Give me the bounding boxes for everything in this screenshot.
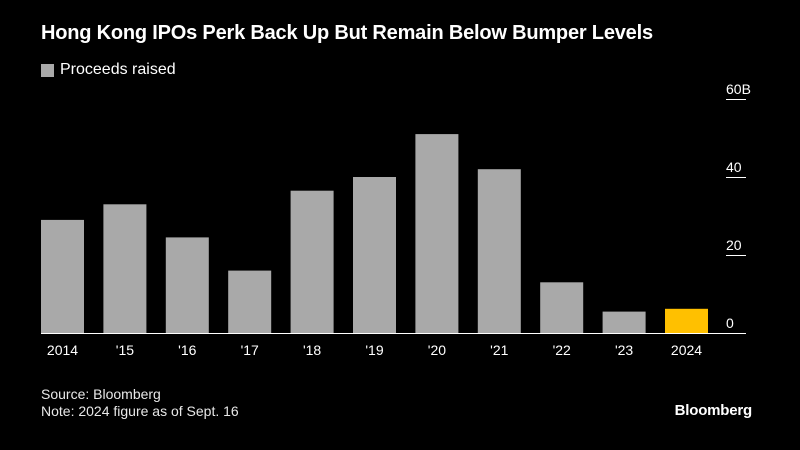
- x-tick-label: '19: [365, 342, 383, 358]
- bar-20: [415, 134, 459, 333]
- y-tick-label: 20: [726, 237, 742, 253]
- bar-16: [165, 237, 209, 333]
- bar-2024: [665, 308, 708, 333]
- bar-18: [290, 190, 334, 333]
- bar-17: [228, 270, 272, 333]
- x-tick-label: 2014: [47, 342, 78, 358]
- bar-23: [602, 311, 646, 333]
- legend: Proceeds raised: [41, 61, 176, 79]
- source-text: Source: Bloomberg: [41, 386, 161, 402]
- y-tick-label: 40: [726, 159, 742, 175]
- bar-15: [103, 204, 147, 333]
- x-tick-label: '23: [615, 342, 633, 358]
- x-tick-label: '20: [428, 342, 446, 358]
- bar-22: [540, 282, 584, 333]
- x-tick-label: '18: [303, 342, 321, 358]
- y-tick-label: 60B: [726, 81, 751, 97]
- bar-21: [477, 169, 521, 333]
- legend-label: Proceeds raised: [60, 61, 176, 78]
- bar-2014: [41, 219, 84, 333]
- x-tick-label: '17: [241, 342, 259, 358]
- legend-swatch: [41, 63, 54, 77]
- bar-19: [353, 177, 396, 333]
- y-tick-label: 0: [726, 315, 734, 331]
- x-tick-label: 2024: [671, 342, 702, 358]
- x-tick-label: '15: [116, 342, 134, 358]
- bloomberg-logo: Bloomberg: [674, 402, 753, 419]
- x-tick-label: '16: [178, 342, 196, 358]
- chart-title: Hong Kong IPOs Perk Back Up But Remain B…: [41, 22, 653, 44]
- x-tick-label: '21: [490, 342, 508, 358]
- chart-footer: Source: Bloomberg Note: 2024 figure as o…: [41, 386, 239, 420]
- note-text: Note: 2024 figure as of Sept. 16: [41, 403, 239, 419]
- x-tick-label: '22: [553, 342, 571, 358]
